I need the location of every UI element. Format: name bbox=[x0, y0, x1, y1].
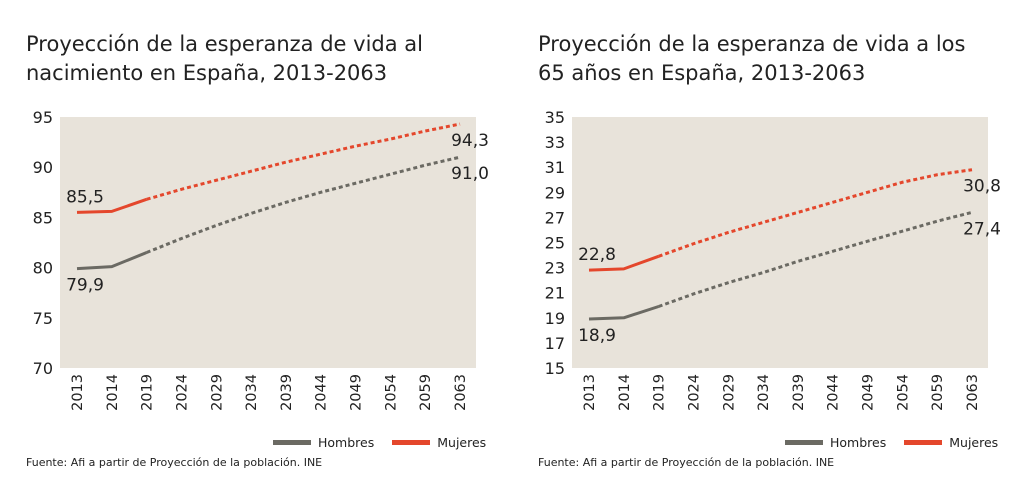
x-tick-label: 2014 bbox=[617, 374, 633, 411]
legend-swatch-mujeres bbox=[392, 440, 431, 445]
data-label: 85,5 bbox=[66, 187, 104, 207]
y-tick-label: 21 bbox=[545, 284, 565, 303]
x-tick-label: 2054 bbox=[383, 374, 399, 411]
series-line-hombres-observed bbox=[76, 251, 148, 271]
series-line-hombres-projected bbox=[146, 155, 461, 254]
chart-panel-birth: Proyección de la esperanza de vida al na… bbox=[0, 0, 500, 488]
x-tick-label: 2019 bbox=[140, 374, 156, 411]
data-label: 22,8 bbox=[578, 245, 616, 265]
x-tick-label: 2024 bbox=[174, 374, 190, 411]
legend-label-hombres: Hombres bbox=[830, 435, 887, 450]
x-tick-label: 2014 bbox=[105, 374, 121, 411]
y-tick-label: 95 bbox=[33, 108, 53, 127]
x-tick-label: 2034 bbox=[756, 374, 772, 411]
y-tick-label: 80 bbox=[33, 259, 53, 278]
x-tick-label: 2054 bbox=[895, 374, 911, 411]
data-label: 30,8 bbox=[963, 177, 1001, 197]
y-tick-label: 90 bbox=[33, 158, 53, 177]
legend-item-mujeres: Mujeres bbox=[904, 435, 998, 450]
chart-title: Proyección de la esperanza de vida al na… bbox=[26, 32, 423, 85]
x-tick-label: 2059 bbox=[418, 374, 434, 411]
line-chart-birth: 95 90 85 80 75 70 2013 2014 2019 2024 2029 2034 2039… bbox=[33, 108, 489, 411]
legend-swatch-mujeres bbox=[904, 440, 943, 445]
y-tick-label: 15 bbox=[545, 359, 565, 378]
legend-swatch-hombres bbox=[785, 440, 823, 445]
x-tick-label: 2063 bbox=[965, 374, 981, 411]
series-line-mujeres-observed bbox=[76, 197, 148, 214]
y-tick-label: 70 bbox=[33, 359, 53, 378]
data-label: 91,0 bbox=[451, 164, 489, 184]
y-tick-label: 75 bbox=[33, 309, 53, 328]
y-tick-label: 85 bbox=[33, 208, 53, 227]
x-tick-label: 2049 bbox=[349, 374, 365, 411]
series-line-mujeres-projected bbox=[658, 168, 973, 258]
series-line-mujeres-projected bbox=[146, 122, 461, 201]
x-tick-label: 2039 bbox=[791, 374, 807, 411]
source-note: Fuente: Afi a partir de Proyección de la… bbox=[538, 456, 835, 469]
y-tick-label: 17 bbox=[545, 334, 565, 353]
x-tick-label: 2044 bbox=[826, 374, 842, 411]
series-line-hombres-observed bbox=[588, 305, 660, 321]
x-tick-label: 2044 bbox=[314, 374, 330, 411]
data-label: 79,9 bbox=[66, 276, 104, 296]
plot-area bbox=[572, 117, 988, 368]
legend-item-mujeres: Mujeres bbox=[392, 435, 486, 450]
chart-title: Proyección de la esperanza de vida a los… bbox=[538, 32, 966, 85]
x-tick-label: 2029 bbox=[721, 374, 737, 411]
x-tick-label: 2039 bbox=[279, 374, 295, 411]
x-tick-label: 2029 bbox=[209, 374, 225, 411]
line-chart-65: 35 33 31 29 27 25 23 21 19 17 15 2013 2014 2019 2024 20… bbox=[545, 108, 1001, 411]
y-tick-label: 25 bbox=[545, 234, 565, 253]
data-label: 27,4 bbox=[963, 219, 1001, 239]
legend: Hombres Mujeres bbox=[767, 435, 998, 450]
x-tick-label: 2063 bbox=[453, 374, 469, 411]
y-tick-label: 19 bbox=[545, 309, 565, 328]
x-tick-label: 2013 bbox=[582, 374, 598, 411]
y-tick-label: 35 bbox=[545, 108, 565, 127]
x-tick-label: 2059 bbox=[930, 374, 946, 411]
y-tick-label: 33 bbox=[545, 133, 565, 152]
data-label: 18,9 bbox=[578, 326, 616, 346]
y-tick-label: 31 bbox=[545, 158, 565, 177]
y-tick-label: 29 bbox=[545, 183, 565, 202]
source-note: Fuente: Afi a partir de Proyección de la… bbox=[26, 456, 323, 469]
x-tick-label: 2024 bbox=[686, 374, 702, 411]
legend: Hombres Mujeres bbox=[255, 435, 486, 450]
legend-item-hombres: Hombres bbox=[273, 435, 374, 450]
plot-area bbox=[60, 117, 476, 368]
x-tick-label: 2013 bbox=[70, 374, 86, 411]
chart-panel-65: Proyección de la esperanza de vida a los… bbox=[512, 0, 1012, 488]
x-tick-label: 2019 bbox=[652, 374, 668, 411]
y-tick-label: 27 bbox=[545, 208, 565, 227]
legend-item-hombres: Hombres bbox=[785, 435, 886, 450]
legend-label-mujeres: Mujeres bbox=[949, 435, 999, 450]
legend-label-mujeres: Mujeres bbox=[437, 435, 487, 450]
x-tick-label: 2049 bbox=[861, 374, 877, 411]
series-line-hombres-projected bbox=[658, 210, 973, 308]
y-tick-label: 23 bbox=[545, 259, 565, 278]
x-tick-label: 2034 bbox=[244, 374, 260, 411]
legend-swatch-hombres bbox=[273, 440, 311, 445]
legend-label-hombres: Hombres bbox=[318, 435, 375, 450]
series-line-mujeres-observed bbox=[588, 254, 660, 272]
data-label: 94,3 bbox=[451, 131, 489, 151]
